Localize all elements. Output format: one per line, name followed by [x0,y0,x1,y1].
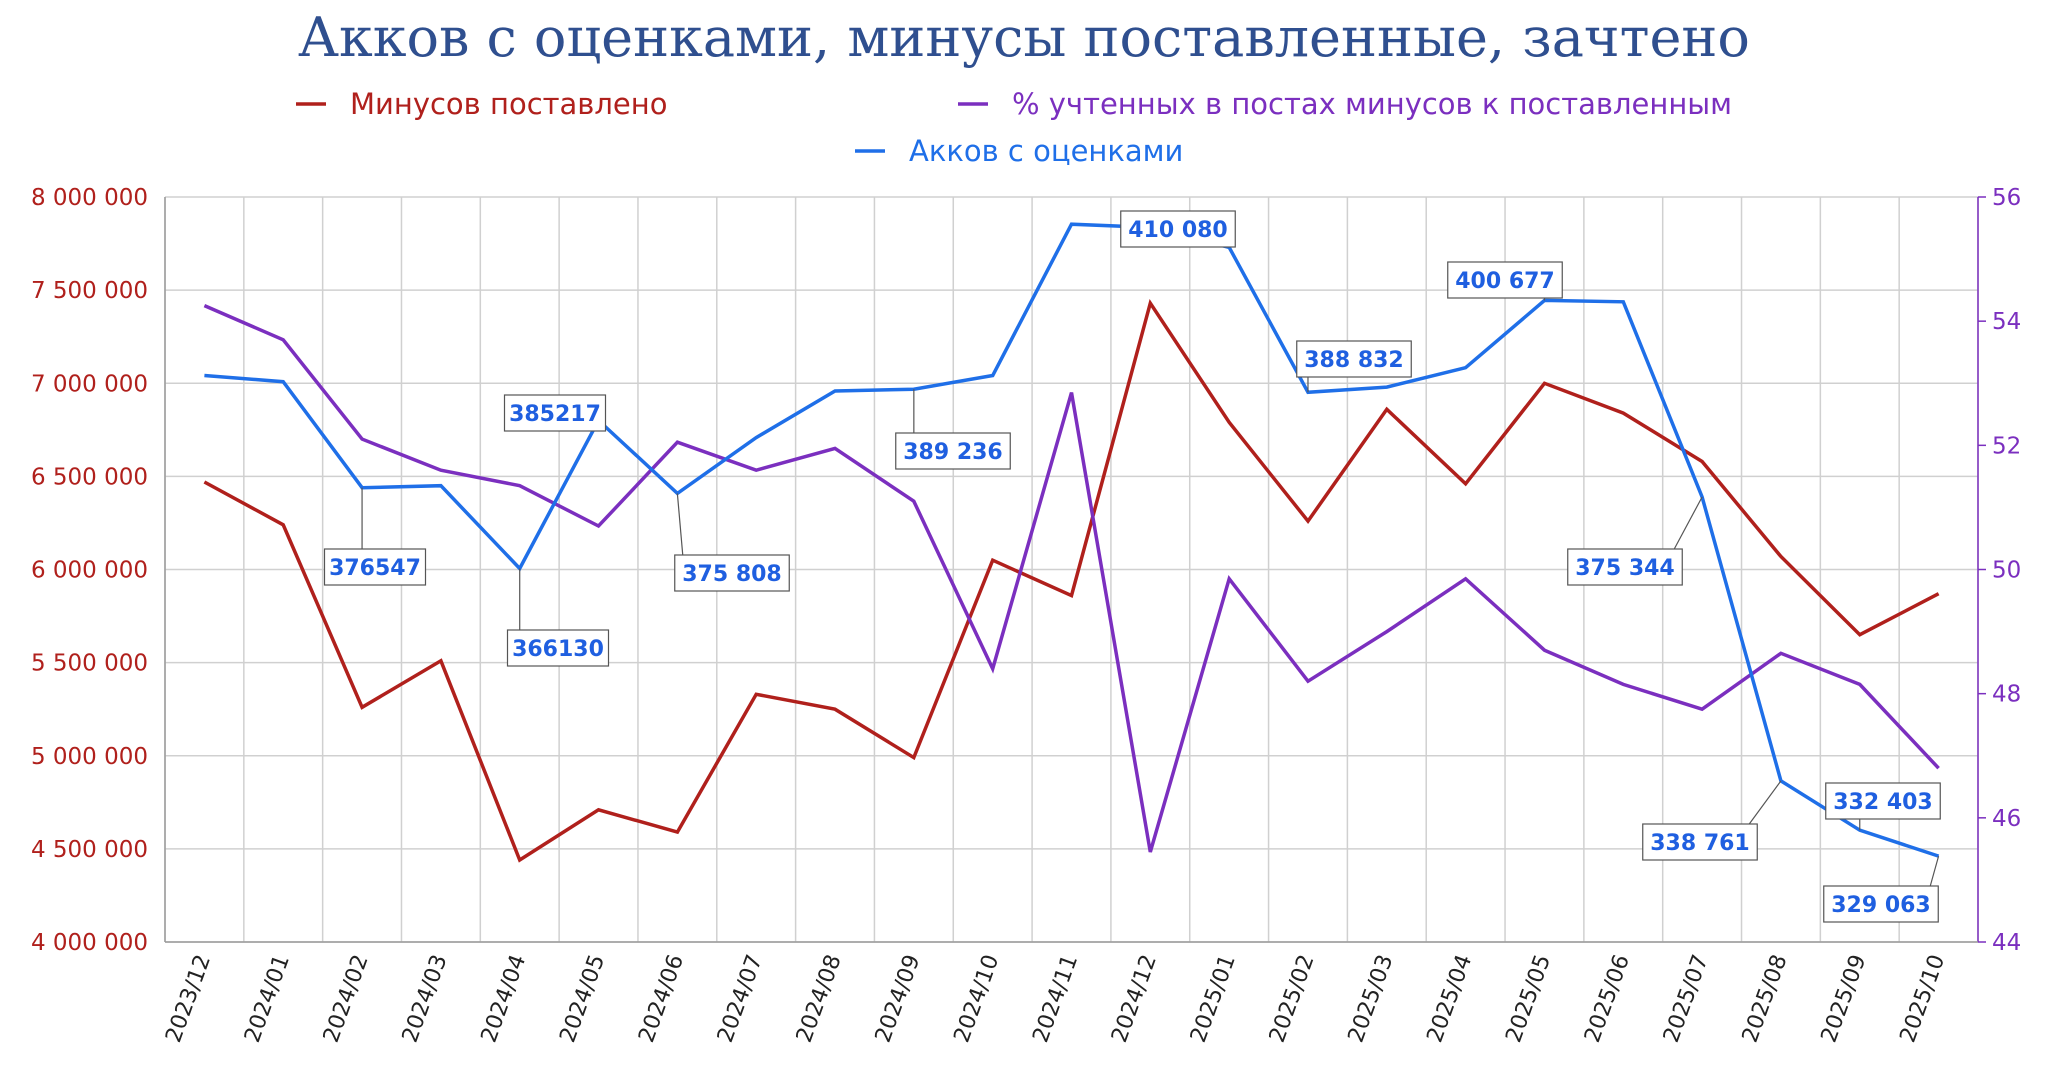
right-tick-label: 54 [1992,309,2021,335]
callout-box [503,394,607,432]
right-tick-label: 44 [1992,930,2021,956]
data-label: 385217 [509,402,601,427]
callout-leader [1929,855,1940,887]
right-tick-label: 46 [1992,806,2021,832]
legend-label: Акков с оценками [909,134,1183,168]
x-tick-label: 2024/05 [555,952,610,1046]
callout-box [895,432,1011,470]
callout-box [1823,885,1939,923]
series-layer [203,222,1940,863]
legend-label: Минусов поставлено [350,87,667,121]
data-label: 366130 [512,637,604,662]
callout-box [1120,210,1236,248]
data-label: 400 677 [1455,269,1555,294]
left-tick-label: 8 000 000 [31,185,148,211]
x-tick-label: 2025/09 [1817,952,1872,1046]
callout-layer: 376547 366130 385217 375 808 389 236 410 080 3… [323,210,1941,923]
series-line-minus [203,299,1940,863]
right-tick-label: 56 [1992,185,2021,211]
callout-box [1567,548,1683,586]
x-tick-label: 2024/11 [1028,952,1083,1046]
series-line-percent [203,303,1940,853]
x-tick-label: 2025/07 [1659,952,1714,1046]
x-tick-label: 2024/08 [792,952,847,1046]
x-tick-label: 2024/03 [398,952,453,1046]
data-label: 376547 [329,556,421,581]
x-tick-label: 2024/01 [240,952,295,1046]
data-label: 329 063 [1831,893,1931,918]
right-tick-label: 48 [1992,682,2021,708]
callout-leader [1748,780,1782,825]
x-tick-label: 2025/01 [1186,952,1241,1046]
x-tick-label: 2024/04 [477,952,532,1046]
x-tick-label: 2025/03 [1344,952,1399,1046]
callout-box [1642,823,1758,861]
callout-box [1296,340,1412,378]
x-tick-label: 2024/12 [1107,952,1162,1046]
callout-box [674,554,790,592]
x-tick-label: 2025/10 [1895,952,1950,1046]
left-tick-label: 4 500 000 [31,837,148,863]
legend-label: % учтенных в постах минусов к поставленн… [1012,87,1732,121]
callout-leader [1673,496,1703,550]
callout-box [1447,261,1563,299]
x-tick-label: 2025/02 [1265,952,1320,1046]
chart-title: Акков с оценками, минусы поставленные, з… [298,6,1750,69]
data-label: 338 761 [1650,831,1750,856]
chart-legend: Минусов поставлено % учтенных в постах ми… [296,87,1732,168]
x-tick-label: 2024/10 [950,952,1005,1046]
callout-box [506,629,610,667]
x-tick-label: 2024/02 [319,952,374,1046]
data-label: 375 344 [1575,556,1675,581]
x-tick-label: 2024/09 [871,952,926,1046]
right-tick-label: 50 [1992,558,2021,584]
left-tick-label: 7 000 000 [31,371,148,397]
x-tick-label: 2025/08 [1738,952,1793,1046]
data-label: 388 832 [1304,348,1404,373]
left-tick-label: 4 000 000 [31,930,148,956]
left-tick-label: 7 500 000 [31,278,148,304]
left-tick-label: 5 500 000 [31,651,148,677]
data-label: 375 808 [682,562,782,587]
right-tick-label: 52 [1992,433,2021,459]
data-label: 410 080 [1128,218,1228,243]
x-tick-label: 2025/06 [1580,952,1635,1046]
data-label: 332 403 [1833,790,1933,815]
callout-box [323,548,427,586]
x-tick-label: 2025/05 [1501,952,1556,1046]
x-tick-label: 2024/07 [713,952,768,1046]
x-tick-label: 2024/06 [634,952,689,1046]
callout-leader [676,493,684,556]
callout-box [1825,782,1941,820]
left-tick-label: 6 000 000 [31,558,148,584]
series-line-accounts [204,222,1940,858]
x-tick-label: 2025/04 [1423,952,1478,1046]
left-tick-label: 5 000 000 [31,744,148,770]
data-label: 389 236 [903,440,1003,465]
x-tick-label: 2023/12 [161,952,216,1046]
left-tick-label: 6 500 000 [31,464,148,490]
